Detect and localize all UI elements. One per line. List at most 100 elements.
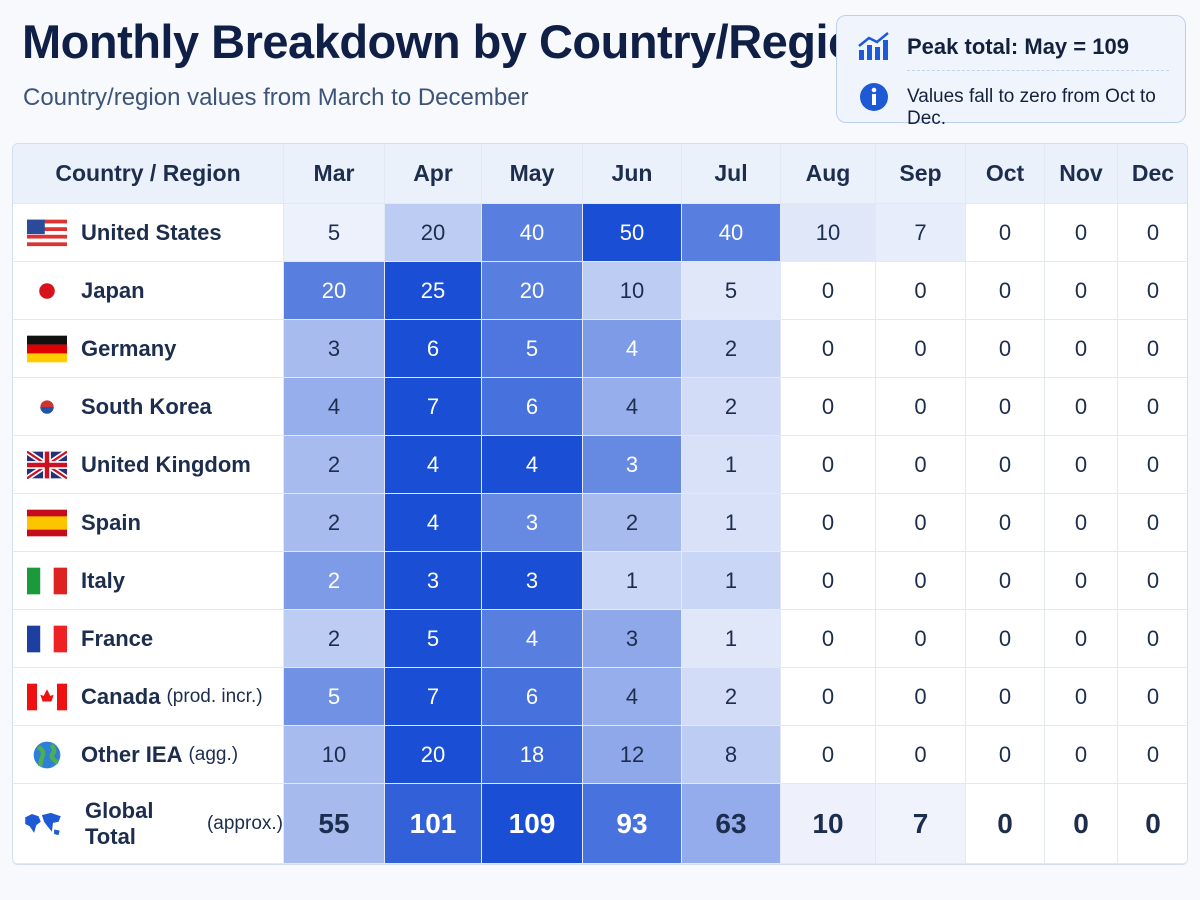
row-label: Italy xyxy=(13,552,284,610)
value-cell: 7 xyxy=(876,204,966,262)
row-name: United Kingdom xyxy=(81,451,251,477)
value-cell: 1 xyxy=(682,610,781,668)
column-header: Jul xyxy=(682,144,781,204)
value-cell: 0 xyxy=(1118,262,1187,320)
value-cell: 0 xyxy=(876,726,966,784)
value-cell: 4 xyxy=(482,610,583,668)
value-cell: 63 xyxy=(682,784,781,864)
row-label: United Kingdom xyxy=(13,436,284,494)
value-cell: 6 xyxy=(385,320,482,378)
value-cell: 0 xyxy=(781,610,876,668)
value-cell: 4 xyxy=(583,668,682,726)
value-cell: 0 xyxy=(1118,668,1187,726)
column-header: Country / Region xyxy=(13,144,284,204)
value-cell: 0 xyxy=(876,494,966,552)
value-cell: 0 xyxy=(1045,320,1118,378)
value-cell: 0 xyxy=(1118,610,1187,668)
row-note: (prod. incr.) xyxy=(166,685,263,707)
row-label: Global Total (approx.) xyxy=(13,784,284,864)
value-cell: 7 xyxy=(385,668,482,726)
value-cell: 0 xyxy=(781,320,876,378)
row-name: South Korea xyxy=(81,393,212,419)
flag-icon xyxy=(27,625,67,653)
row-label: Spain xyxy=(13,494,284,552)
value-cell: 0 xyxy=(876,262,966,320)
value-cell: 0 xyxy=(966,378,1045,436)
column-header: Sep xyxy=(876,144,966,204)
column-header: Oct xyxy=(966,144,1045,204)
row-name: United States xyxy=(81,219,222,245)
value-cell: 0 xyxy=(1045,610,1118,668)
value-cell: 0 xyxy=(1118,552,1187,610)
table: Country / Region Mar Apr May Jun Jul Aug Sep Oct… xyxy=(12,143,1188,865)
value-cell: 0 xyxy=(966,320,1045,378)
value-cell: 5 xyxy=(385,610,482,668)
value-cell: 0 xyxy=(781,668,876,726)
value-cell: 2 xyxy=(583,494,682,552)
value-cell: 0 xyxy=(781,494,876,552)
column-header: Dec xyxy=(1118,144,1187,204)
value-cell: 0 xyxy=(876,378,966,436)
value-cell: 0 xyxy=(781,726,876,784)
value-cell: 2 xyxy=(284,552,385,610)
column-header: Aug xyxy=(781,144,876,204)
value-cell: 3 xyxy=(284,320,385,378)
value-cell: 0 xyxy=(966,668,1045,726)
row-name: Global Total xyxy=(85,797,154,849)
value-cell: 0 xyxy=(876,668,966,726)
value-cell: 25 xyxy=(385,262,482,320)
row-label: Canada (prod. incr.) xyxy=(13,668,284,726)
notes-box: Peak total: May = 109 Values fall to zer… xyxy=(836,15,1186,129)
value-cell: 20 xyxy=(385,726,482,784)
value-cell: 7 xyxy=(876,784,966,864)
row-name: Italy xyxy=(81,567,126,593)
value-cell: 2 xyxy=(284,494,385,552)
value-cell: 0 xyxy=(1045,494,1118,552)
title: Monthly Breakdown by Country/Region xyxy=(22,15,885,68)
flag-icon xyxy=(27,277,67,305)
value-cell: 5 xyxy=(284,204,385,262)
value-cell: 109 xyxy=(482,784,583,864)
value-cell: 0 xyxy=(1045,552,1118,610)
value-cell: 2 xyxy=(682,320,781,378)
value-cell: 0 xyxy=(876,610,966,668)
value-cell: 5 xyxy=(682,262,781,320)
value-cell: 18 xyxy=(482,726,583,784)
value-cell: 0 xyxy=(1045,784,1118,864)
value-cell: 2 xyxy=(284,610,385,668)
value-cell: 0 xyxy=(966,610,1045,668)
value-cell: 0 xyxy=(876,436,966,494)
row-name: Canada xyxy=(81,683,161,709)
value-cell: 12 xyxy=(583,726,682,784)
value-cell: 1 xyxy=(682,494,781,552)
row-label: Germany xyxy=(13,320,284,378)
value-cell: 0 xyxy=(1118,204,1187,262)
value-cell: 0 xyxy=(1045,262,1118,320)
row-name: Other IEA xyxy=(81,741,183,767)
value-cell: 4 xyxy=(385,494,482,552)
value-cell: 50 xyxy=(583,204,682,262)
column-header: Mar xyxy=(284,144,385,204)
row-note: (agg.) xyxy=(188,743,239,765)
value-cell: 0 xyxy=(1045,204,1118,262)
value-cell: 4 xyxy=(385,436,482,494)
row-note: (approx.) xyxy=(206,812,283,834)
row-label: South Korea xyxy=(13,378,284,436)
flag-icon xyxy=(33,741,61,769)
value-cell: 2 xyxy=(682,668,781,726)
value-cell: 0 xyxy=(966,784,1045,864)
value-cell: 1 xyxy=(682,552,781,610)
value-cell: 1 xyxy=(583,552,682,610)
value-cell: 8 xyxy=(682,726,781,784)
value-cell: 0 xyxy=(966,204,1045,262)
value-cell: 40 xyxy=(482,204,583,262)
value-cell: 0 xyxy=(1118,320,1187,378)
value-cell: 0 xyxy=(1045,436,1118,494)
column-header: Nov xyxy=(1045,144,1118,204)
row-name: Japan xyxy=(81,277,145,303)
row-label: Other IEA (agg.) xyxy=(13,726,284,784)
value-cell: 0 xyxy=(966,436,1045,494)
column-header: Apr xyxy=(385,144,482,204)
subtitle: Country/region values from March to Dece… xyxy=(23,84,529,111)
